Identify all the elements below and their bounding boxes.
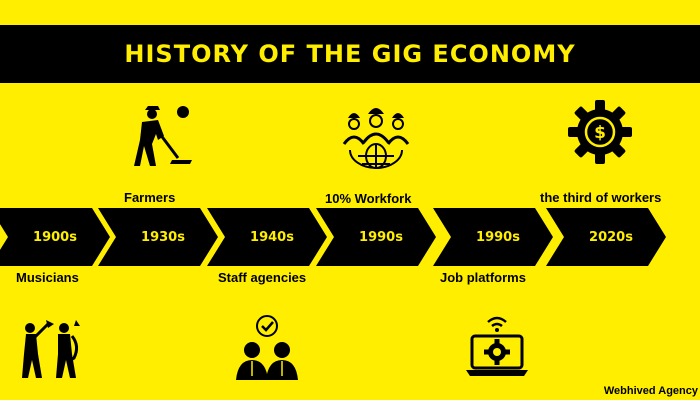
timeline-step-6: 2020s — [546, 208, 666, 266]
timeline-step-3: 1940s — [207, 208, 327, 266]
label-workforce: 10% Workfork — [325, 191, 412, 206]
svg-text:$: $ — [594, 123, 606, 143]
label-staff-agencies: Staff agencies — [218, 270, 307, 285]
timeline-step-2: 1930s — [98, 208, 218, 266]
label-job-platforms: Job platforms — [440, 270, 526, 285]
page-title: HISTORY OF THE GIG ECONOMY — [124, 40, 576, 68]
title-banner: HISTORY OF THE GIG ECONOMY — [0, 25, 700, 83]
label-musicians: Musicians — [16, 270, 79, 285]
timeline-year: 1940s — [250, 229, 294, 245]
label-farmers: Farmers — [124, 190, 176, 205]
dollar-gear-icon: $ — [568, 100, 632, 164]
label-third-of-workers: the third of workers — [540, 190, 662, 205]
farmer-icon — [134, 106, 192, 166]
team-check-icon — [236, 315, 298, 380]
musicians-icon — [22, 320, 80, 378]
laptop-gear-icon — [466, 316, 528, 376]
credit-text: Webhived Agency — [603, 385, 698, 397]
workers-globe-icon — [342, 108, 410, 169]
timeline-year: 1990s — [476, 229, 520, 245]
timeline-year: 1900s — [33, 229, 77, 245]
timeline-step-5: 1990s — [433, 208, 553, 266]
timeline-year: 2020s — [589, 229, 633, 245]
timeline-step-1: 1900s — [0, 208, 110, 266]
timeline-step-4: 1990s — [316, 208, 436, 266]
timeline-year: 1930s — [141, 229, 185, 245]
timeline-year: 1990s — [359, 229, 403, 245]
